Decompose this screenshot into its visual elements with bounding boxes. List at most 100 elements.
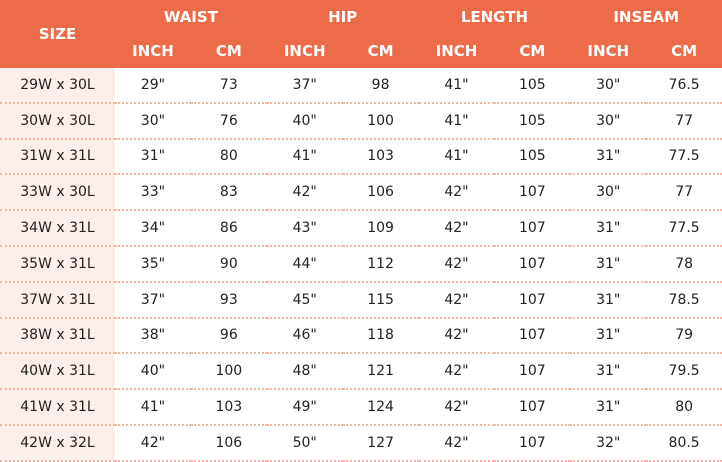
value-cell: 121 (342, 353, 419, 391)
value-cell: 46" (266, 317, 343, 355)
value-cell: 78.5 (646, 281, 722, 319)
value-cell: 42" (418, 317, 495, 355)
size-header: SIZE (0, 0, 115, 68)
value-cell: 79 (646, 317, 722, 355)
value-cell: 107 (494, 424, 571, 462)
value-cell: 45" (266, 281, 343, 319)
value-cell: 77.5 (646, 138, 722, 176)
value-cell: 42" (418, 389, 495, 426)
table-row: 40W x 31L 40" 100 48" 121 42" 107 31" 79.5 (0, 353, 722, 391)
size-cell: 30W x 30L (0, 102, 115, 140)
value-cell: 77.5 (646, 210, 722, 247)
size-cell: 40W x 31L (0, 353, 115, 391)
value-cell: 107 (494, 389, 571, 426)
size-cell: 34W x 31L (0, 210, 115, 247)
value-cell: 80.5 (646, 424, 722, 462)
value-cell: 37" (115, 281, 191, 319)
size-cell: 35W x 31L (0, 245, 115, 283)
value-cell: 76 (190, 102, 267, 140)
value-cell: 30" (115, 102, 191, 140)
value-cell: 42" (266, 174, 343, 212)
value-cell: 31" (570, 138, 647, 176)
value-cell: 49" (266, 389, 343, 426)
value-cell: 30" (570, 68, 647, 104)
value-cell: 31" (570, 210, 647, 247)
table-row: 42W x 32L 42" 106 50" 127 42" 107 32" 80.5 (0, 424, 722, 462)
value-cell: 124 (342, 389, 419, 426)
value-cell: 30" (570, 174, 647, 212)
value-cell: 33" (115, 174, 191, 212)
table-row: 37W x 31L 37" 93 45" 115 42" 107 31" 78.5 (0, 281, 722, 319)
size-cell: 38W x 31L (0, 317, 115, 355)
unit-header: CM (342, 34, 419, 68)
value-cell: 105 (494, 68, 571, 104)
unit-header: INCH (115, 34, 191, 68)
value-cell: 73 (190, 68, 267, 104)
value-cell: 106 (190, 424, 267, 462)
value-cell: 112 (342, 245, 419, 283)
value-cell: 107 (494, 174, 571, 212)
unit-header: CM (190, 34, 267, 68)
value-cell: 98 (342, 68, 419, 104)
inseam-header: INSEAM (570, 0, 722, 34)
value-cell: 42" (418, 210, 495, 247)
value-cell: 40" (115, 353, 191, 391)
value-cell: 31" (115, 138, 191, 176)
value-cell: 100 (342, 102, 419, 140)
value-cell: 43" (266, 210, 343, 247)
unit-header: INCH (570, 34, 647, 68)
value-cell: 41" (115, 389, 191, 426)
table-row: 30W x 30L 30" 76 40" 100 41" 105 30" 77 (0, 102, 722, 140)
unit-header: CM (494, 34, 571, 68)
value-cell: 42" (418, 281, 495, 319)
value-cell: 106 (342, 174, 419, 212)
value-cell: 31" (570, 245, 647, 283)
value-cell: 37" (266, 68, 343, 104)
value-cell: 50" (266, 424, 343, 462)
value-cell: 78 (646, 245, 722, 283)
value-cell: 38" (115, 317, 191, 355)
value-cell: 107 (494, 353, 571, 391)
value-cell: 41" (418, 68, 495, 104)
value-cell: 31" (570, 281, 647, 319)
unit-header: INCH (418, 34, 495, 68)
value-cell: 77 (646, 102, 722, 140)
value-cell: 77 (646, 174, 722, 212)
table-header: SIZE WAIST HIP LENGTH INSEAM INCH CM INC… (0, 0, 722, 68)
value-cell: 76.5 (646, 68, 722, 104)
value-cell: 31" (570, 389, 647, 426)
value-cell: 42" (115, 424, 191, 462)
value-cell: 44" (266, 245, 343, 283)
value-cell: 103 (190, 389, 267, 426)
value-cell: 30" (570, 102, 647, 140)
value-cell: 105 (494, 138, 571, 176)
table-body: 29W x 30L 29" 73 37" 98 41" 105 30" 76.5 30W x 30… (0, 68, 722, 462)
value-cell: 109 (342, 210, 419, 247)
waist-header: WAIST (115, 0, 267, 34)
table-row: 38W x 31L 38" 96 46" 118 42" 107 31" 79 (0, 317, 722, 355)
value-cell: 35" (115, 245, 191, 283)
table-row: 34W x 31L 34" 86 43" 109 42" 107 31" 77.5 (0, 210, 722, 247)
value-cell: 79.5 (646, 353, 722, 391)
value-cell: 34" (115, 210, 191, 247)
size-cell: 31W x 31L (0, 138, 115, 176)
value-cell: 41" (266, 138, 343, 176)
value-cell: 41" (418, 102, 495, 140)
value-cell: 29" (115, 68, 191, 104)
value-cell: 115 (342, 281, 419, 319)
value-cell: 107 (494, 281, 571, 319)
table-row: 33W x 30L 33" 83 42" 106 42" 107 30" 77 (0, 174, 722, 212)
size-cell: 37W x 31L (0, 281, 115, 319)
size-cell: 29W x 30L (0, 68, 115, 104)
table-row: 31W x 31L 31" 80 41" 103 41" 105 31" 77.5 (0, 138, 722, 176)
value-cell: 107 (494, 210, 571, 247)
value-cell: 48" (266, 353, 343, 391)
unit-header: INCH (266, 34, 343, 68)
value-cell: 41" (418, 138, 495, 176)
value-cell: 42" (418, 353, 495, 391)
unit-header: CM (646, 34, 722, 68)
value-cell: 96 (190, 317, 267, 355)
value-cell: 86 (190, 210, 267, 247)
value-cell: 105 (494, 102, 571, 140)
